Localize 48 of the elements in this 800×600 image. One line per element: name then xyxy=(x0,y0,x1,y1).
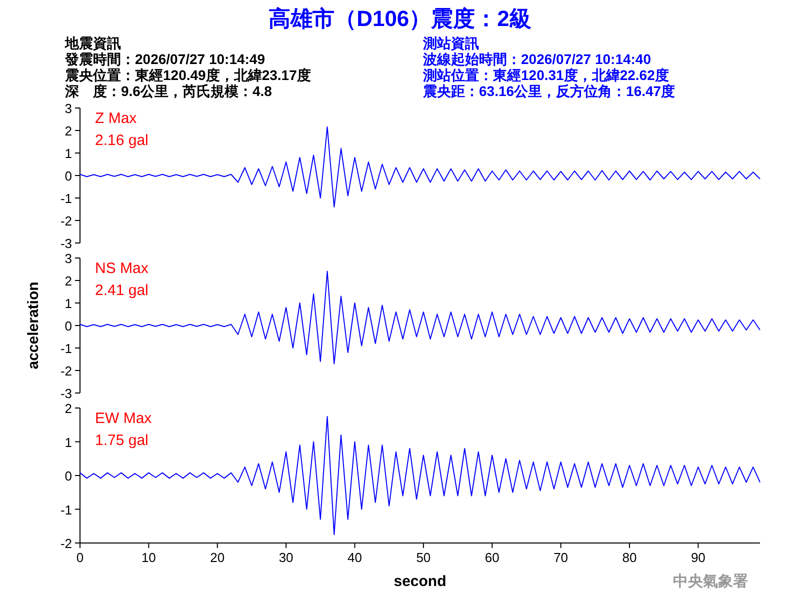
text: 地震資訊 xyxy=(64,35,121,51)
text: 中央氣象署 xyxy=(673,573,748,590)
annotation: 2.41 gal xyxy=(95,282,148,299)
y-tick-label: 0 xyxy=(64,468,72,484)
x-tick-label: 40 xyxy=(348,550,362,565)
y-tick-label: -3 xyxy=(60,236,72,251)
x-tick-label: 30 xyxy=(278,550,294,565)
text: 波線起始時間：2026/07/27 10:14:40 xyxy=(422,51,652,67)
y-axis-title: acceleration xyxy=(25,282,42,370)
x-tick-label: 50 xyxy=(416,550,431,565)
x-tick-label: 70 xyxy=(554,550,568,565)
y-tick-label: -1 xyxy=(60,191,72,206)
x-tick-label: 10 xyxy=(141,550,156,565)
annotation: EW Max xyxy=(95,410,152,427)
y-tick-label: 3 xyxy=(64,101,72,116)
annotation: Z Max xyxy=(95,110,138,127)
text: 測站資訊 xyxy=(422,35,479,51)
x-axis-title: second xyxy=(394,573,446,590)
annotation: 2.16 gal xyxy=(95,132,148,149)
line-series xyxy=(80,126,760,208)
y-tick-label: 2 xyxy=(64,401,72,416)
y-tick-label: 3 xyxy=(64,251,72,266)
text: 震央距：63.16公里，反方位角：16.47度 xyxy=(422,83,676,99)
y-tick-label: 1 xyxy=(64,434,72,450)
y-tick-label: -1 xyxy=(60,502,72,518)
y-tick-label: 1 xyxy=(64,296,72,311)
y-tick-label: 0 xyxy=(64,168,72,184)
y-tick-label: -2 xyxy=(60,364,72,378)
x-tick-label: 0 xyxy=(76,550,84,565)
text: 深 度：9.6公里，芮氏規模：4.8 xyxy=(64,83,272,99)
y-tick-label: 2 xyxy=(64,124,72,138)
text: 發震時間：2026/07/27 10:14:49 xyxy=(64,51,266,67)
x-tick-label: 80 xyxy=(622,550,637,565)
y-tick-label: -2 xyxy=(60,536,72,551)
x-tick-label: 60 xyxy=(484,550,500,565)
text: 測站位置：東經120.31度，北緯22.62度 xyxy=(422,67,669,83)
y-tick-label: 1 xyxy=(64,146,72,161)
annotation: NS Max xyxy=(95,260,149,277)
y-tick-label: -3 xyxy=(60,386,72,401)
annotation: 1.75 gal xyxy=(95,432,148,449)
y-tick-label: -2 xyxy=(60,214,72,228)
x-tick-label: 20 xyxy=(210,550,225,565)
chart-title: 高雄市（D106）震度：2級 xyxy=(268,6,532,31)
x-tick-label: 90 xyxy=(690,550,706,565)
y-tick-label: 0 xyxy=(64,318,72,334)
y-tick-label: -1 xyxy=(60,341,72,356)
text: 震央位置：東經120.49度，北緯23.17度 xyxy=(64,67,311,83)
y-tick-label: 2 xyxy=(64,274,72,288)
